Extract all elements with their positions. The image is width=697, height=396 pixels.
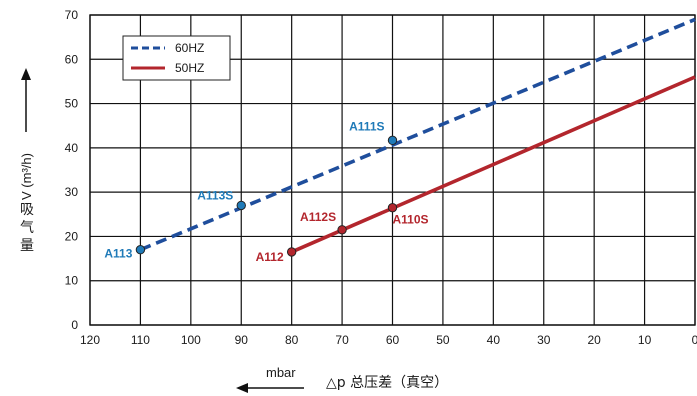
- y-tick-label: 0: [71, 318, 78, 332]
- legend: 60HZ 50HZ: [122, 35, 231, 81]
- legend-label-60hz: 60HZ: [175, 41, 204, 55]
- x-tick-label: 30: [537, 333, 551, 347]
- x-tick-label: 110: [131, 333, 150, 347]
- x-tick-label: 120: [80, 333, 100, 347]
- series-line-50hz: [290, 75, 696, 254]
- y-axis-title-char-3: 量: [20, 238, 34, 254]
- x-tick-label: 40: [487, 333, 501, 347]
- x-tick-label: 20: [587, 333, 601, 347]
- y-axis-title-unit: V (m³/h): [19, 153, 34, 200]
- data-point-a113s: [236, 200, 246, 211]
- y-tick-label: 30: [65, 185, 79, 199]
- data-point-a112s: [337, 225, 347, 235]
- x-tick-label: 10: [638, 333, 652, 347]
- y-axis-title-char-1: 吸: [20, 202, 34, 218]
- point-label-a112: A112: [256, 250, 284, 264]
- y-tick-label: 60: [65, 52, 79, 66]
- x-axis-title: mbar △p 总压差（真空）: [236, 365, 448, 393]
- x-axis-unit: mbar: [266, 365, 296, 380]
- point-label-a110s: A110S: [393, 213, 429, 227]
- y-axis-title: 吸 气 量 V (m³/h): [19, 68, 34, 254]
- x-axis-arrow-head: [236, 383, 248, 393]
- series-line-60hz: [139, 17, 696, 252]
- x-tick-label: 70: [335, 333, 349, 347]
- x-tick-label: 80: [285, 333, 299, 347]
- data-point-a113: [135, 245, 146, 255]
- data-point-a112: [286, 247, 297, 257]
- x-axis-title-text: △p 总压差（真空）: [326, 375, 448, 391]
- x-tick-label: 0: [692, 333, 697, 347]
- grid: [89, 14, 696, 326]
- y-axis-title-char-2: 气: [20, 220, 34, 236]
- point-label-a113: A113: [104, 247, 132, 261]
- y-tick-label: 20: [65, 229, 79, 243]
- x-tick-label: 100: [181, 333, 201, 347]
- point-label-a113s: A113S: [197, 188, 233, 202]
- y-tick-label: 40: [65, 141, 79, 155]
- y-tick-label: 10: [65, 274, 79, 288]
- series-layer: [135, 17, 696, 257]
- point-label-a111s: A111S: [349, 119, 384, 133]
- x-tick-label: 90: [235, 333, 249, 347]
- tick-labels: 120 110 100 90 80 70 60 50 40 30 20 10 0010203040506…: [65, 8, 697, 347]
- y-axis-arrow-head: [21, 68, 31, 80]
- point-labels: A113 A113S A111S A112 A112S A110S: [104, 119, 428, 264]
- x-tick-label: 50: [436, 333, 450, 347]
- legend-label-50hz: 50HZ: [175, 61, 204, 75]
- data-point-a110s: [387, 202, 398, 213]
- x-tick-label: 60: [386, 333, 400, 347]
- point-label-a112s: A112S: [300, 210, 336, 224]
- y-tick-label: 50: [65, 97, 79, 111]
- data-point-a111s: [387, 135, 398, 146]
- y-tick-label: 70: [65, 8, 79, 22]
- legend-box: [122, 35, 231, 81]
